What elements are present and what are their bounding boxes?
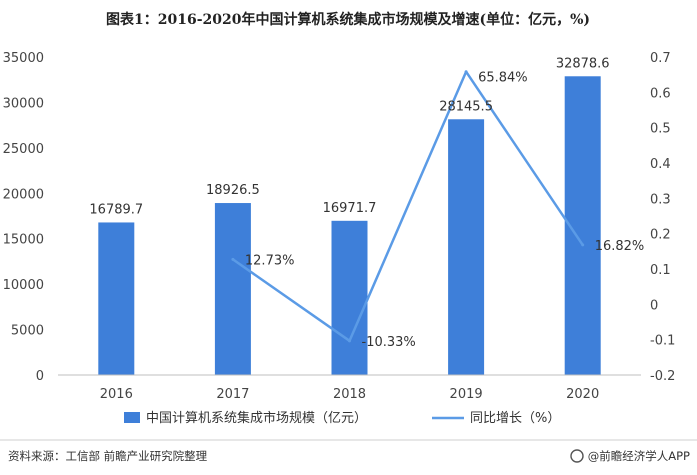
right-y-tick-label: -0.2 [650,369,675,384]
right-y-tick-label: 0.3 [650,192,671,207]
line-data-labels: 12.73% -10.33% 65.84% 16.82% [245,71,644,350]
brand-mark: @前瞻经济学人APP [570,449,690,463]
right-y-tick-label: 0.5 [650,122,671,137]
right-y-tick-label: 0.7 [650,51,671,66]
bar-data-label: 16789.7 [89,202,143,217]
left-y-tick-label: 30000 [3,96,44,111]
source-note: 资料来源：工信部 前瞻产业研究院整理 [8,449,208,463]
line-point [348,339,351,343]
bar [98,222,135,375]
left-y-tick-label: 15000 [3,233,44,248]
right-y-tick-label: 0 [650,298,658,313]
bar-data-label: 28145.5 [439,99,493,114]
x-tick-label: 2018 [333,387,366,402]
line-point [581,243,585,247]
legend: 中国计算机系统集成市场规模（亿元） 同比增长（%） [124,410,560,426]
x-tick-label: 2019 [450,387,483,402]
chart-title: 图表1：2016-2020年中国计算机系统集成市场规模及增速(单位：亿元，%) [106,11,590,28]
left-y-tick-label: 0 [36,369,44,384]
right-y-tick-label: 0.2 [650,228,671,243]
bar [331,220,368,375]
growth-line-series [231,70,585,343]
brand-text: @前瞻经济学人APP [588,449,690,463]
line-point [464,70,468,74]
left-y-tick-label: 20000 [3,187,44,202]
x-tick-label: 2016 [100,387,133,402]
bar-series [98,76,601,375]
right-y-axis: -0.2 -0.1 0 0.1 0.2 0.3 0.4 0.5 0.6 0.7 [650,51,675,384]
x-tick-label: 2020 [566,387,599,402]
bar-data-label: 32878.6 [556,56,610,71]
line-data-label: 65.84% [478,71,528,86]
left-y-tick-label: 5000 [11,324,44,339]
bar [214,203,251,375]
left-y-axis: 0 5000 10000 15000 20000 25000 30000 35000 [3,51,44,384]
brand-logo-icon [570,449,584,463]
bar-data-labels: 16789.7 18926.5 16971.7 28145.5 32878.6 [89,56,609,217]
left-y-tick-label: 25000 [3,142,44,157]
bar [448,119,485,375]
left-y-tick-label: 35000 [3,51,44,66]
legend-bar-label: 中国计算机系统集成市场规模（亿元） [146,410,367,426]
right-y-tick-label: -0.1 [650,334,675,349]
legend-line-label: 同比增长（%） [470,411,560,426]
x-axis: 2016 2017 2018 2019 2020 [58,374,641,402]
right-y-tick-label: 0.1 [650,263,671,278]
line-data-label: 16.82% [595,239,645,254]
legend-bar-swatch [124,412,140,423]
bar-data-label: 16971.7 [323,201,377,216]
x-tick-label: 2017 [216,387,249,402]
line-data-label: 12.73% [245,253,295,268]
right-y-tick-label: 0.4 [650,157,671,172]
line-point [231,257,235,261]
bar-data-label: 18926.5 [206,183,260,198]
line-data-label: -10.33% [362,335,416,350]
growth-line [232,70,584,343]
right-y-tick-label: 0.6 [650,86,671,101]
left-y-tick-label: 10000 [3,278,44,293]
